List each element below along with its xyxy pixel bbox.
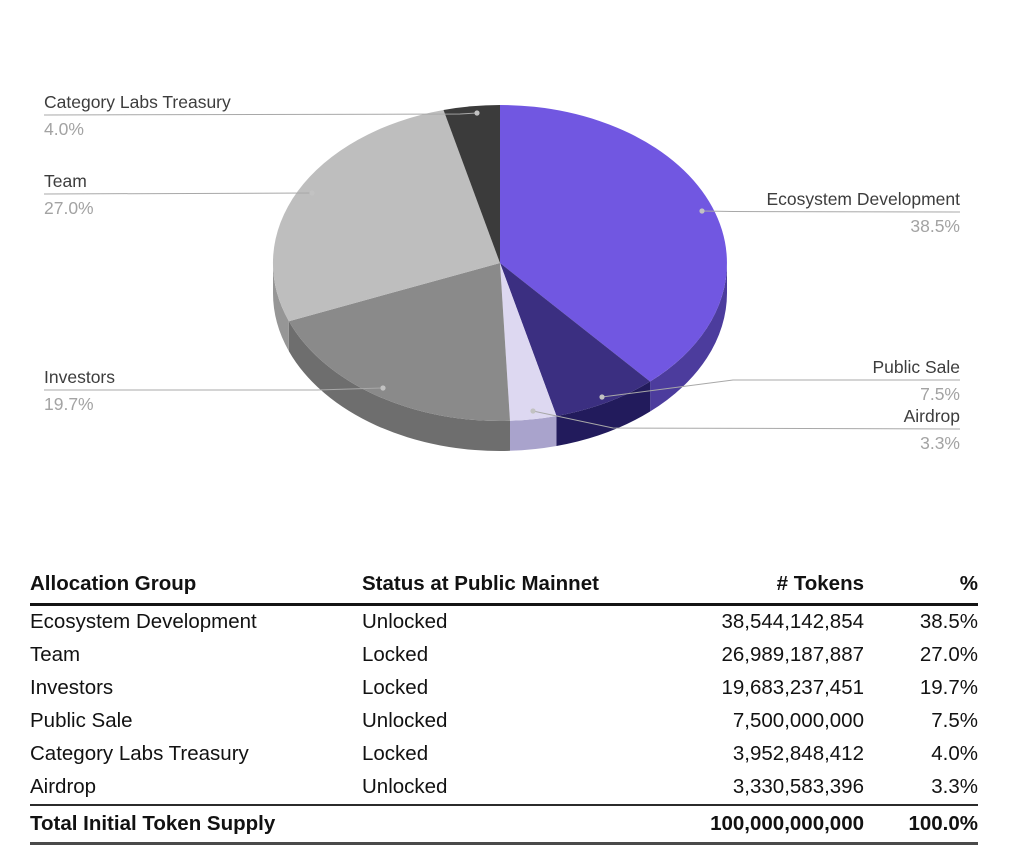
cell-group: Ecosystem Development <box>30 610 257 633</box>
table-total-row: Total Initial Token Supply 100,000,000,0… <box>30 805 978 845</box>
pie-leader-dot-public-sale <box>599 394 605 400</box>
cell-status: Locked <box>362 742 429 765</box>
cell-total-tokens: 100,000,000,000 <box>624 805 864 845</box>
pie-leader-line-ecosystem-development <box>701 210 961 213</box>
cell-status: Locked <box>362 676 429 699</box>
header-status: Status at Public Mainnet <box>362 572 624 606</box>
cell-tokens: 3,952,848,412 <box>732 742 864 765</box>
pie-label-pct-airdrop: 3.3% <box>920 433 960 453</box>
cell-tokens: 3,330,583,396 <box>624 771 864 806</box>
pie-label-pct-ecosystem-development: 38.5% <box>910 216 960 236</box>
pie-slice-public-sale <box>500 263 651 416</box>
pie-leader-dot-airdrop <box>530 408 536 414</box>
allocation-table: Allocation Group Status at Public Mainne… <box>30 572 978 845</box>
pie-leader-line-public-sale <box>601 379 960 398</box>
pie-leader-dot-team <box>309 190 315 196</box>
cell-total-label: Total Initial Token Supply <box>30 805 362 845</box>
cell-status: Unlocked <box>362 709 448 732</box>
pie-label-ecosystem-development: Ecosystem Development <box>766 189 960 209</box>
cell-group: Public Sale <box>30 709 133 732</box>
pie-leader-dot-ecosystem-development <box>699 208 705 214</box>
pie-label-pct-category-labs-treasury: 4.0% <box>44 119 84 139</box>
pie-slice-team <box>272 110 500 322</box>
cell-status: Unlocked <box>362 610 448 633</box>
cell-group: Airdrop <box>30 771 362 806</box>
table-row: Ecosystem Development Unlocked 38,544,14… <box>30 605 978 640</box>
cell-group: Team <box>30 643 81 666</box>
pie-slice-category-labs-treasury <box>443 105 500 263</box>
cell-status: Unlocked <box>362 771 624 806</box>
pie-side-airdrop <box>510 416 557 451</box>
table-row: Investors Locked 19,683,237,451 19.7% <box>30 672 978 705</box>
cell-tokens: 26,989,187,887 <box>721 643 865 666</box>
table-row: Public Sale Unlocked 7,500,000,000 7.5% <box>30 705 978 738</box>
table-row: Category Labs Treasury Locked 3,952,848,… <box>30 738 978 771</box>
cell-percent: 3.3% <box>864 771 978 806</box>
pie-leader-dot-investors <box>380 385 386 391</box>
pie-leader-dot-category-labs-treasury <box>474 110 480 116</box>
pie-side-investors <box>288 321 510 451</box>
pie-label-pct-public-sale: 7.5% <box>920 384 960 404</box>
cell-group: Investors <box>30 676 114 699</box>
pie-leader-line-team <box>43 192 313 195</box>
cell-tokens: 38,544,142,854 <box>721 610 865 633</box>
token-allocation-pie-chart: Ecosystem Development 38.5% Public Sale 7.5… <box>43 92 961 453</box>
pie-side-ecosystem-development <box>650 263 727 412</box>
pie-leader-line-investors <box>44 387 384 391</box>
table-row: Team Locked 26,989,187,887 27.0% <box>30 639 978 672</box>
cell-tokens: 7,500,000,000 <box>732 709 864 732</box>
header-allocation-group: Allocation Group <box>30 572 362 606</box>
cell-percent: 4.0% <box>931 742 978 765</box>
pie-label-team: Team <box>44 171 87 191</box>
table-header-row: Allocation Group Status at Public Mainne… <box>30 572 978 606</box>
pie-label-pct-investors: 19.7% <box>44 394 94 414</box>
cell-total-status <box>362 805 624 845</box>
pie-label-pct-team: 27.0% <box>44 198 94 218</box>
cell-total-percent: 100.0% <box>864 805 978 845</box>
pie-side-public-sale <box>556 381 651 446</box>
pie-label-investors: Investors <box>44 367 115 387</box>
pie-leader-line-airdrop <box>532 410 961 430</box>
cell-group: Category Labs Treasury <box>30 742 249 765</box>
pie-slice-airdrop <box>500 263 557 421</box>
pie-slice-ecosystem-development <box>500 105 727 382</box>
pie-side-team <box>272 263 289 352</box>
cell-percent: 7.5% <box>931 709 978 732</box>
pie-slice-investors <box>288 263 510 421</box>
pie-label-public-sale: Public Sale <box>872 357 960 377</box>
pie-label-airdrop: Airdrop <box>904 406 960 426</box>
table-row: Airdrop Unlocked 3,330,583,396 3.3% <box>30 771 978 806</box>
header-percent: % <box>864 572 978 606</box>
cell-tokens: 19,683,237,451 <box>721 676 865 699</box>
cell-percent: 27.0% <box>919 643 978 666</box>
pie-leader-line-category-labs-treasury <box>43 112 478 116</box>
cell-status: Locked <box>362 643 429 666</box>
cell-percent: 19.7% <box>919 676 978 699</box>
pie-label-category-labs-treasury: Category Labs Treasury <box>44 92 231 112</box>
header-tokens: # Tokens <box>624 572 864 606</box>
cell-percent: 38.5% <box>919 610 978 633</box>
